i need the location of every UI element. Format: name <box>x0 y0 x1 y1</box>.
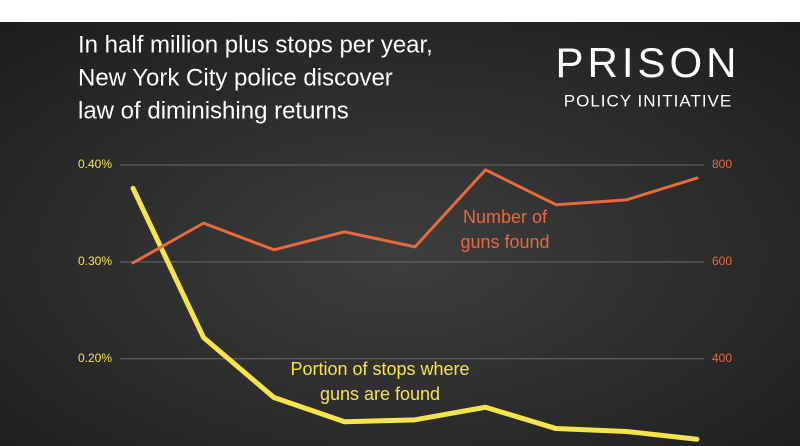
series-annotation: guns found <box>460 232 549 252</box>
y2-tick-label: 400 <box>712 351 732 365</box>
background <box>0 22 800 446</box>
title: In half million plus stops per year, New… <box>78 31 433 124</box>
title-line: In half million plus stops per year, <box>78 31 433 58</box>
y-tick-label: 0.40% <box>78 157 112 171</box>
y-tick-label: 0.20% <box>78 351 112 365</box>
logo: PRISON POLICY INITIATIVE <box>555 39 740 110</box>
series-line <box>131 168 699 265</box>
top-strip <box>0 0 800 22</box>
series-annotation: Number of <box>463 207 548 227</box>
series-annotation: Portion of stops where <box>290 359 469 379</box>
logo-main: PRISON <box>555 39 740 86</box>
y2-tick-label: 600 <box>712 254 732 268</box>
title-line: New York City police discover <box>78 64 393 91</box>
y-tick-label: 0.30% <box>78 254 112 268</box>
series-line <box>130 185 700 442</box>
logo-sub: POLICY INITIATIVE <box>564 91 732 110</box>
y2-tick-label: 800 <box>712 157 732 171</box>
series-annotation: guns are found <box>320 384 440 404</box>
title-line: law of diminishing returns <box>78 97 349 124</box>
